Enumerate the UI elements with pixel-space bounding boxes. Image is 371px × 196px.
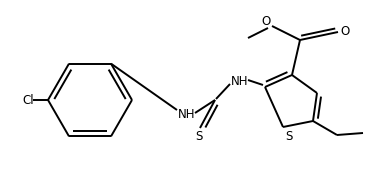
Text: Cl: Cl	[22, 93, 34, 106]
Text: O: O	[262, 15, 270, 27]
Text: S: S	[195, 131, 203, 143]
Text: O: O	[340, 24, 349, 37]
Text: NH: NH	[231, 74, 249, 87]
Text: NH: NH	[178, 107, 196, 121]
Text: S: S	[285, 131, 293, 143]
